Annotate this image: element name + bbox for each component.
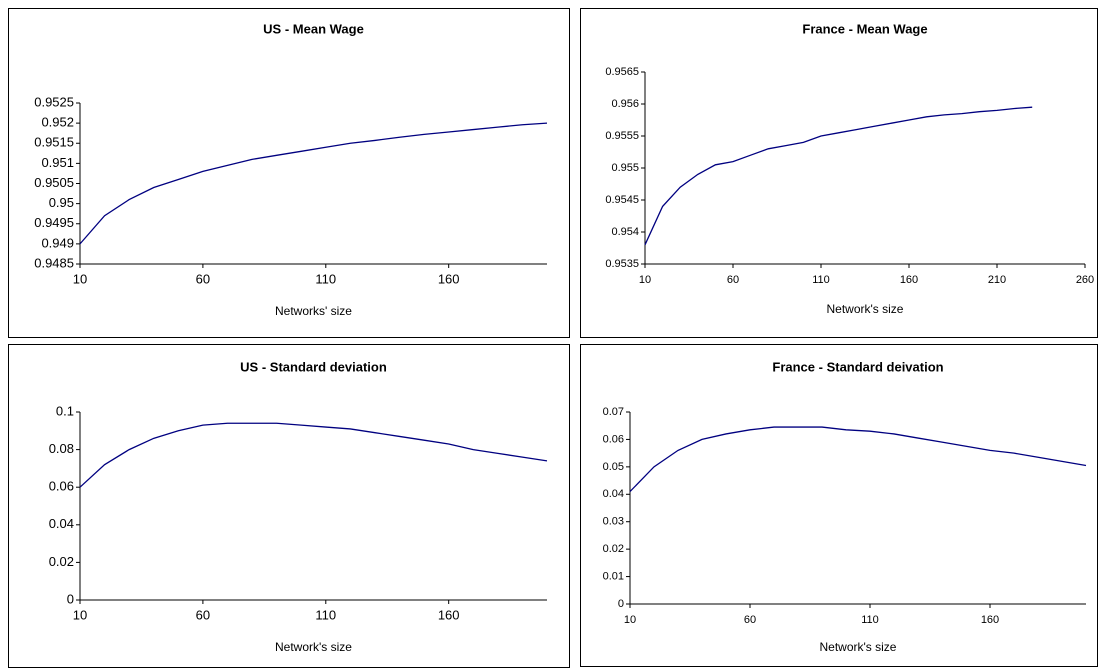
y-tick-label: 0.04	[603, 488, 624, 500]
y-tick-label: 0.02	[603, 543, 624, 555]
y-tick-label: 0.95	[49, 195, 74, 210]
y-tick-label: 0.04	[49, 516, 74, 531]
chart-title: France - Standard deivation	[772, 359, 943, 374]
y-tick-label: 0.951	[41, 155, 74, 170]
x-tick-label: 110	[812, 274, 830, 286]
y-tick-label: 0.06	[49, 479, 74, 494]
y-tick-label: 0.9545	[605, 194, 639, 206]
y-tick-label: 0.05	[603, 461, 624, 473]
panel-border	[580, 344, 1098, 667]
x-tick-label: 260	[1076, 274, 1094, 286]
y-tick-label: 0.08	[49, 441, 74, 456]
y-tick-label: 0.1	[56, 403, 74, 418]
x-tick-label: 160	[981, 614, 999, 626]
y-tick-label: 0.9535	[605, 258, 639, 270]
y-tick-label: 0.952	[41, 115, 74, 130]
x-tick-label: 60	[196, 271, 210, 286]
y-tick-label: 0.955	[611, 162, 639, 174]
x-tick-label: 110	[315, 607, 336, 622]
chart-title: US - Standard deviation	[240, 359, 387, 374]
chart-title: US - Mean Wage	[263, 21, 364, 36]
y-tick-label: 0.03	[603, 516, 624, 528]
x-tick-label: 160	[438, 607, 460, 622]
x-tick-label: 110	[315, 271, 336, 286]
x-tick-label: 160	[438, 271, 460, 286]
panel-border	[8, 8, 570, 338]
y-tick-label: 0.954	[611, 226, 639, 238]
x-tick-label: 110	[861, 614, 879, 626]
panel-border	[8, 344, 570, 668]
y-tick-label: 0.9525	[34, 94, 74, 109]
y-tick-label: 0.9495	[34, 215, 74, 230]
x-tick-label: 60	[196, 607, 210, 622]
chart-title: France - Mean Wage	[802, 21, 927, 36]
y-tick-label: 0.956	[611, 98, 639, 110]
panel-border	[580, 8, 1098, 338]
x-tick-label: 10	[639, 274, 651, 286]
x-tick-label: 60	[744, 614, 756, 626]
y-tick-label: 0.9555	[605, 130, 639, 142]
y-tick-label: 0.949	[41, 235, 74, 250]
y-tick-label: 0.07	[603, 406, 624, 418]
x-tick-label: 210	[988, 274, 1006, 286]
x-axis-label: Network's size	[820, 640, 897, 654]
data-line	[644, 106, 1033, 246]
x-axis-label: Networks' size	[275, 304, 352, 318]
x-axis-label: Network's size	[275, 640, 352, 654]
x-tick-label: 60	[727, 274, 739, 286]
y-tick-label: 0.9565	[605, 66, 639, 78]
x-tick-label: 10	[73, 271, 87, 286]
y-tick-label: 0.9485	[34, 255, 74, 270]
data-line	[79, 422, 548, 488]
y-tick-label: 0.9515	[34, 135, 74, 150]
x-tick-label: 10	[73, 607, 87, 622]
x-tick-label: 160	[900, 274, 918, 286]
y-tick-label: 0	[67, 591, 74, 606]
y-tick-label: 0	[618, 598, 624, 610]
y-tick-label: 0.01	[603, 570, 624, 582]
y-tick-label: 0.06	[603, 433, 624, 445]
y-tick-label: 0.02	[49, 554, 74, 569]
data-line	[629, 426, 1087, 492]
x-tick-label: 10	[624, 614, 636, 626]
x-axis-label: Network's size	[827, 302, 904, 316]
data-line	[79, 122, 548, 245]
y-tick-label: 0.9505	[34, 175, 74, 190]
